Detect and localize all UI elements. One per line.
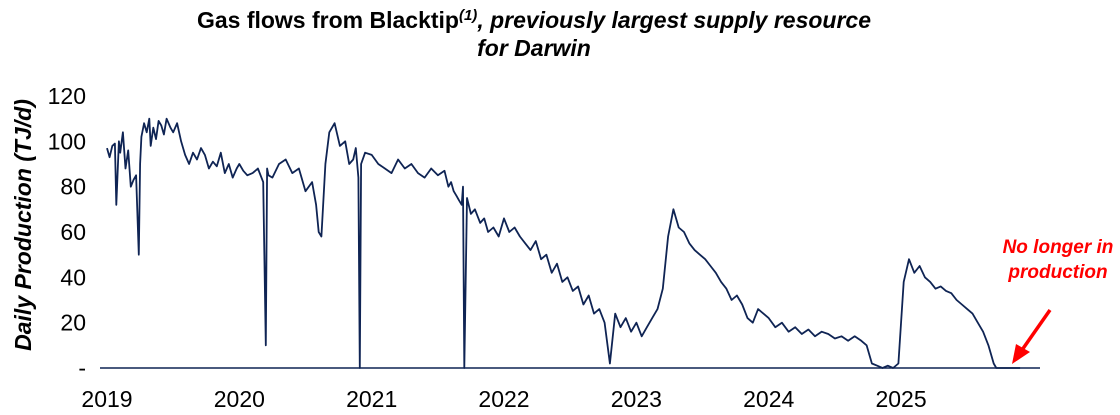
x-tick-label: 2021 [346, 386, 397, 412]
x-tick-label: 2023 [611, 386, 662, 412]
chart-title-line2: for Darwin [477, 35, 591, 61]
chart-title-rest: , previously largest supply resource [476, 7, 871, 33]
annotation-arrowhead [1012, 344, 1030, 364]
y-tick-label: 60 [60, 219, 86, 245]
y-tick-label: 80 [60, 174, 86, 200]
x-tick-label: 2020 [214, 386, 265, 412]
y-tick-label: 120 [48, 83, 86, 109]
x-tick-label: 2022 [478, 386, 529, 412]
annotation-line2: production [1007, 262, 1107, 283]
chart-title-prefix: Gas flows from Blacktip [197, 7, 459, 33]
y-tick-label: - [78, 355, 86, 381]
y-tick-label: 40 [60, 264, 86, 290]
x-tick-label: 2025 [875, 386, 926, 412]
x-tick-label: 2024 [743, 386, 794, 412]
y-tick-labels: 120 100 80 60 40 20 - [48, 83, 86, 381]
annotation-arrow [1020, 308, 1052, 352]
chart-title-superscript: (1) [459, 7, 477, 24]
y-tick-label: 20 [60, 310, 86, 336]
series-line-blacktip [106, 117, 1021, 369]
x-tick-label: 2019 [81, 386, 132, 412]
chart-title-line1: Gas flows from Blacktip(1), previously l… [197, 7, 871, 33]
annotation-line1: No longer in [1003, 237, 1114, 258]
y-axis-label: Daily Production (TJ/d) [10, 99, 36, 351]
x-tick-labels: 2019 2020 2021 2022 2023 2024 2025 [81, 386, 926, 412]
y-tick-label: 100 [48, 128, 86, 154]
